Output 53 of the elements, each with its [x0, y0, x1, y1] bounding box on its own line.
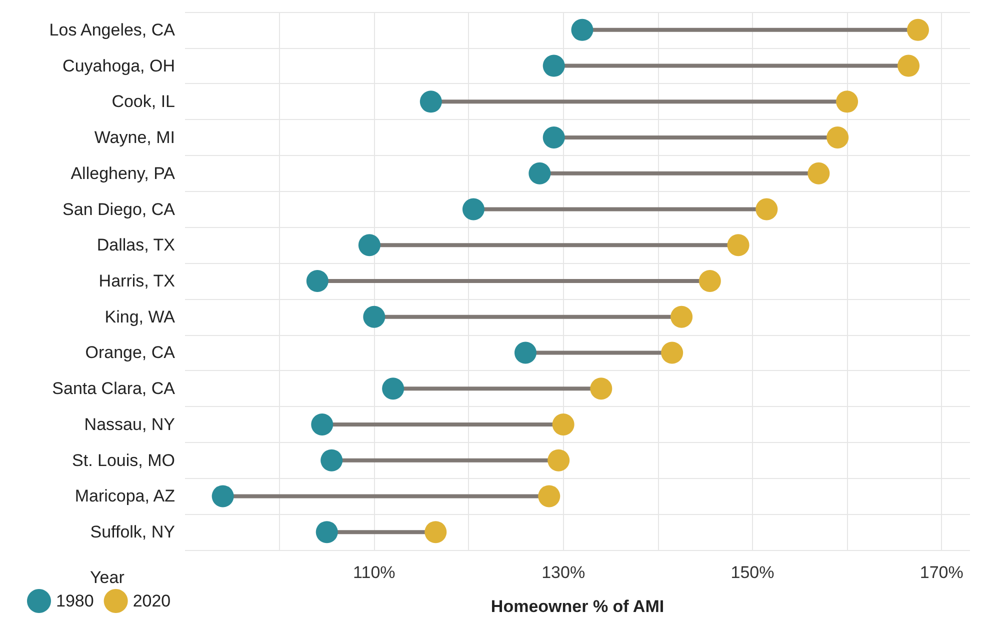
y-tick-label: Cuyahoga, OH	[62, 56, 175, 76]
legend-label: 1980	[56, 592, 94, 610]
y-tick-label: Nassau, NY	[84, 414, 175, 434]
x-tick-label: 170%	[920, 563, 964, 582]
x-axis-title: Homeowner % of AMI	[490, 597, 664, 616]
point	[311, 413, 334, 436]
point	[590, 378, 612, 400]
point	[808, 162, 830, 184]
point	[836, 90, 858, 113]
point	[316, 521, 338, 544]
point	[363, 306, 386, 328]
point	[698, 270, 721, 292]
point	[756, 198, 778, 220]
point	[320, 449, 343, 472]
point	[670, 306, 693, 328]
y-tick-label: Wayne, MI	[94, 128, 175, 148]
y-tick-label: Cook, IL	[112, 92, 175, 112]
y-tick-label: Dallas, TX	[96, 236, 175, 255]
point	[528, 162, 551, 184]
y-tick-label: Maricopa, AZ	[74, 486, 175, 506]
point	[542, 54, 565, 77]
y-tick-label: Santa Clara, CA	[52, 379, 176, 398]
point	[306, 270, 328, 292]
point	[826, 126, 849, 149]
point	[548, 449, 570, 472]
point	[538, 485, 560, 508]
point	[420, 90, 442, 113]
point	[727, 234, 750, 256]
y-tick-label: Orange, CA	[85, 343, 176, 362]
legend-label: 2020	[132, 592, 171, 610]
point	[542, 126, 565, 149]
point	[514, 342, 536, 364]
x-tick-label: 150%	[730, 563, 774, 582]
point	[552, 413, 574, 436]
y-tick-label: San Diego, CA	[62, 200, 176, 219]
point	[358, 234, 380, 256]
y-tick-label: St. Louis, MO	[72, 450, 175, 470]
point	[898, 54, 920, 77]
y-tick-label: King, WA	[104, 307, 176, 326]
point	[424, 521, 447, 544]
point	[462, 198, 484, 220]
x-tick-label: 110%	[353, 563, 396, 582]
y-tick-label: Allegheny, PA	[70, 164, 176, 183]
y-tick-label: Harris, TX	[98, 272, 175, 290]
y-tick-label: Suffolk, NY	[90, 522, 175, 542]
y-tick-label: Los Angeles, CA	[49, 20, 176, 40]
point	[382, 378, 404, 400]
x-tick-label: 130%	[542, 563, 586, 582]
legend-title: Year	[90, 568, 125, 587]
point	[571, 18, 594, 41]
point	[907, 18, 929, 41]
point	[212, 485, 234, 508]
point	[661, 342, 684, 364]
